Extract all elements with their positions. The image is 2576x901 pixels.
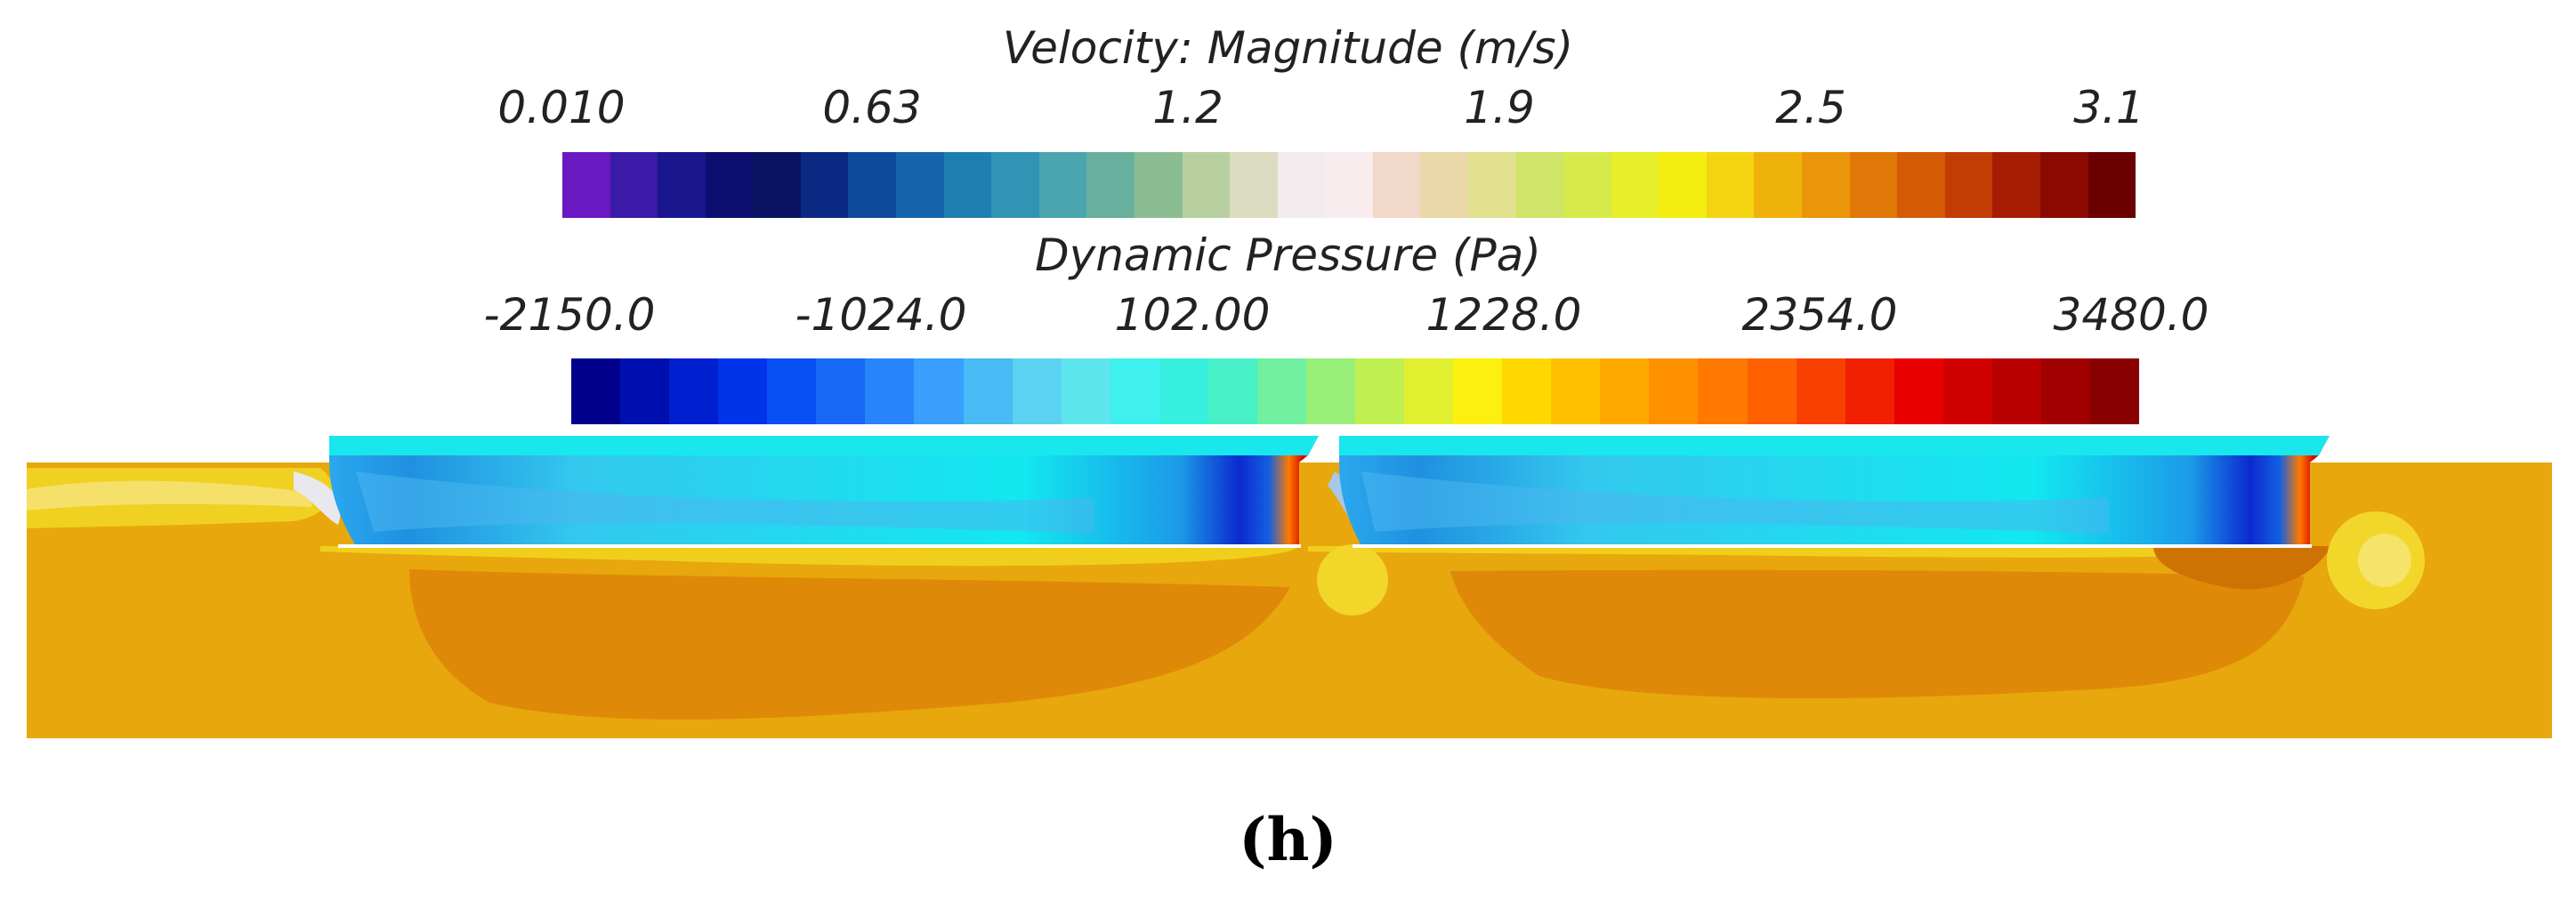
velocity-color-swatch — [1992, 152, 2040, 218]
velocity-color-swatch — [1611, 152, 1659, 218]
stern-vortex-core — [2358, 534, 2411, 587]
pressure-color-swatch — [2040, 358, 2090, 424]
velocity-tick: 2.5 — [1775, 82, 1846, 133]
pressure-tick: -1024.0 — [795, 289, 967, 341]
velocity-color-swatch — [1134, 152, 1183, 218]
low-velocity-region — [409, 569, 1290, 720]
pressure-color-swatch — [1207, 358, 1257, 424]
gap-vortex — [1317, 544, 1388, 615]
low-velocity-region — [1450, 569, 2305, 699]
pressure-legend-title: Dynamic Pressure (Pa) — [1035, 229, 1541, 281]
velocity-tick: 1.9 — [1464, 82, 1535, 133]
pressure-color-swatch — [1305, 358, 1355, 424]
velocity-color-swatch — [896, 152, 944, 218]
velocity-color-swatch — [1277, 152, 1326, 218]
velocity-color-swatch — [1944, 152, 1993, 218]
flow-contour-plot — [27, 436, 2552, 738]
pressure-color-swatch — [865, 358, 915, 424]
velocity-color-swatch — [1230, 152, 1278, 218]
velocity-color-swatch — [943, 152, 992, 218]
velocity-color-swatch — [800, 152, 849, 218]
velocity-color-swatch — [1706, 152, 1755, 218]
pressure-color-swatch — [1110, 358, 1159, 424]
pressure-color-swatch — [620, 358, 670, 424]
pressure-tick: 102.00 — [1114, 289, 1271, 341]
stern-low-region — [2153, 546, 2331, 590]
pressure-colorbar — [571, 358, 2139, 424]
velocity-color-swatch — [1802, 152, 1850, 218]
velocity-color-swatch — [1325, 152, 1373, 218]
pressure-color-swatch — [571, 358, 621, 424]
pressure-color-swatch — [914, 358, 964, 424]
velocity-colorbar — [562, 152, 2136, 218]
bow-wave — [294, 471, 341, 525]
velocity-tick: 0.63 — [822, 82, 922, 133]
pressure-tick: 3480.0 — [2053, 289, 2209, 341]
velocity-color-swatch — [848, 152, 897, 218]
pressure-color-swatch — [2089, 358, 2139, 424]
velocity-legend-title: Velocity: Magnitude (m/s) — [1002, 22, 1574, 74]
velocity-color-swatch — [1420, 152, 1468, 218]
pressure-color-swatch — [669, 358, 719, 424]
pressure-color-swatch — [1256, 358, 1306, 424]
pressure-color-swatch — [1061, 358, 1110, 424]
pressure-color-swatch — [1649, 358, 1699, 424]
pressure-color-swatch — [1698, 358, 1748, 424]
hull-1-deck — [329, 436, 1319, 455]
pressure-color-swatch — [1355, 358, 1405, 424]
surface-wake-band — [27, 480, 311, 511]
hull-2-deck — [1339, 436, 2330, 455]
velocity-color-swatch — [1467, 152, 1516, 218]
pressure-color-swatch — [1894, 358, 1943, 424]
velocity-color-swatch — [1849, 152, 1898, 218]
pressure-color-swatch — [1159, 358, 1208, 424]
pressure-tick: -2150.0 — [483, 289, 656, 341]
velocity-tick: 3.1 — [2073, 82, 2144, 133]
velocity-color-swatch — [658, 152, 706, 218]
pressure-tick: 2354.0 — [1741, 289, 1898, 341]
velocity-color-swatch — [991, 152, 1039, 218]
pressure-color-swatch — [1502, 358, 1552, 424]
figure-caption: (h) — [1239, 805, 1337, 874]
pressure-color-swatch — [1845, 358, 1894, 424]
hull-wake-band — [1308, 546, 2314, 558]
pressure-color-swatch — [718, 358, 768, 424]
pressure-color-swatch — [1942, 358, 1992, 424]
velocity-color-swatch — [753, 152, 801, 218]
velocity-color-swatch — [610, 152, 658, 218]
pressure-color-swatch — [1991, 358, 2041, 424]
pressure-color-swatch — [767, 358, 817, 424]
velocity-color-swatch — [1372, 152, 1421, 218]
velocity-color-swatch — [1659, 152, 1707, 218]
pressure-color-swatch — [1453, 358, 1503, 424]
pressure-color-swatch — [1796, 358, 1845, 424]
pressure-color-swatch — [1551, 358, 1601, 424]
pressure-tick: 1228.0 — [1425, 289, 1582, 341]
pressure-color-swatch — [1600, 358, 1650, 424]
hull-wake-band — [320, 546, 1299, 567]
velocity-color-swatch — [1754, 152, 1803, 218]
pressure-color-swatch — [1747, 358, 1797, 424]
velocity-tick: 1.2 — [1152, 82, 1223, 133]
velocity-color-swatch — [1563, 152, 1611, 218]
velocity-color-swatch — [1038, 152, 1087, 218]
velocity-color-swatch — [1182, 152, 1231, 218]
pressure-color-swatch — [1404, 358, 1454, 424]
velocity-color-swatch — [1515, 152, 1564, 218]
velocity-color-swatch — [2087, 152, 2136, 218]
pressure-color-swatch — [1012, 358, 1062, 424]
pressure-color-swatch — [963, 358, 1013, 424]
velocity-tick: 0.010 — [497, 82, 626, 133]
velocity-color-swatch — [2039, 152, 2088, 218]
pressure-color-swatch — [816, 358, 866, 424]
velocity-color-swatch — [705, 152, 754, 218]
velocity-color-swatch — [1897, 152, 1945, 218]
hull-1-pressure-zone — [356, 471, 1094, 534]
velocity-color-swatch — [562, 152, 610, 218]
hull-2-pressure-zone — [1361, 471, 2109, 534]
velocity-color-swatch — [1086, 152, 1135, 218]
